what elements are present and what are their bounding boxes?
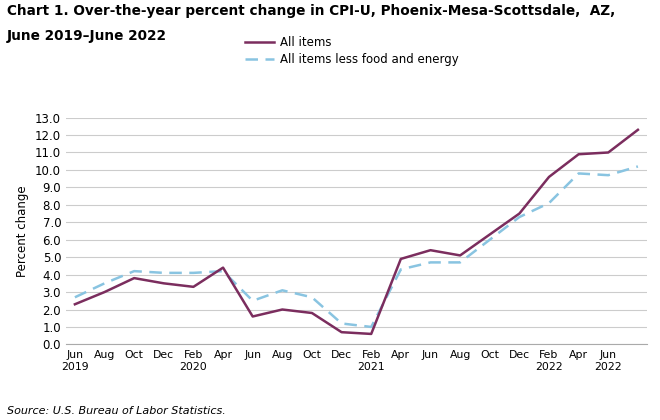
All items: [279, 307, 286, 312]
All items less food and energy: [219, 269, 227, 274]
All items less food and energy: [130, 269, 138, 274]
All items: [219, 265, 227, 270]
All items: [367, 331, 375, 336]
All items: [575, 152, 583, 157]
All items: [605, 150, 612, 155]
All items: [249, 314, 257, 319]
All items: [515, 211, 523, 216]
All items: [397, 256, 405, 261]
All items: [456, 253, 464, 258]
All items less food and energy: [160, 270, 168, 276]
All items: [71, 302, 79, 307]
All items less food and energy: [279, 288, 286, 293]
All items: [100, 289, 108, 294]
Line: All items: All items: [75, 130, 638, 334]
All items less food and energy: [189, 270, 197, 276]
All items: [426, 248, 434, 253]
All items less food and energy: [456, 260, 464, 265]
All items: [130, 276, 138, 281]
All items: [338, 330, 346, 335]
All items less food and energy: [100, 281, 108, 286]
All items: [545, 174, 553, 179]
Text: June 2019–June 2022: June 2019–June 2022: [7, 29, 166, 43]
Text: Source: U.S. Bureau of Labor Statistics.: Source: U.S. Bureau of Labor Statistics.: [7, 406, 225, 416]
All items: [308, 310, 316, 315]
Line: All items less food and energy: All items less food and energy: [75, 166, 638, 327]
Legend: All items, All items less food and energy: All items, All items less food and energ…: [240, 32, 464, 71]
All items: [634, 127, 642, 132]
All items less food and energy: [308, 295, 316, 300]
All items less food and energy: [249, 298, 257, 303]
All items less food and energy: [575, 171, 583, 176]
All items less food and energy: [426, 260, 434, 265]
All items less food and energy: [71, 295, 79, 300]
All items less food and energy: [367, 324, 375, 329]
Y-axis label: Percent change: Percent change: [16, 185, 30, 277]
All items less food and energy: [634, 164, 642, 169]
All items less food and energy: [515, 215, 523, 220]
All items less food and energy: [397, 267, 405, 272]
All items less food and energy: [605, 173, 612, 178]
All items less food and energy: [486, 237, 494, 242]
All items: [486, 232, 494, 237]
All items less food and energy: [545, 201, 553, 206]
All items: [189, 284, 197, 289]
All items less food and energy: [338, 321, 346, 326]
Text: Chart 1. Over-the-year percent change in CPI-U, Phoenix-Mesa-Scottsdale,  AZ,: Chart 1. Over-the-year percent change in…: [7, 4, 615, 18]
All items: [160, 281, 168, 286]
